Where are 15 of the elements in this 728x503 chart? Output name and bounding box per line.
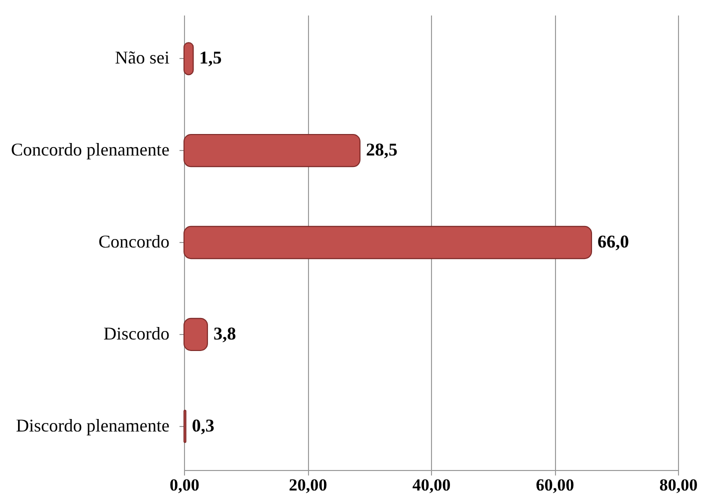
y-tick-label: Discordo	[104, 323, 170, 344]
x-tick-label: 20,00	[288, 476, 328, 494]
y-tick-label: Concordo	[98, 232, 170, 252]
y-tick-label: Discordo plenamente	[16, 415, 170, 436]
data-label: 66,0	[598, 232, 630, 252]
y-tick-label: Concordo plenamente	[11, 140, 170, 160]
x-tick-label: 40,00	[412, 476, 451, 494]
y-tick-label: Não sei	[115, 48, 170, 68]
data-label: 0,3	[192, 415, 214, 436]
x-tick-label: 0,00	[170, 476, 200, 494]
data-label: 28,5	[366, 140, 398, 160]
data-label: 3,8	[213, 323, 236, 344]
x-tick-label: 80,00	[659, 476, 698, 494]
x-tick-label: 60,00	[536, 476, 574, 494]
data-label: 1,5	[199, 48, 222, 68]
